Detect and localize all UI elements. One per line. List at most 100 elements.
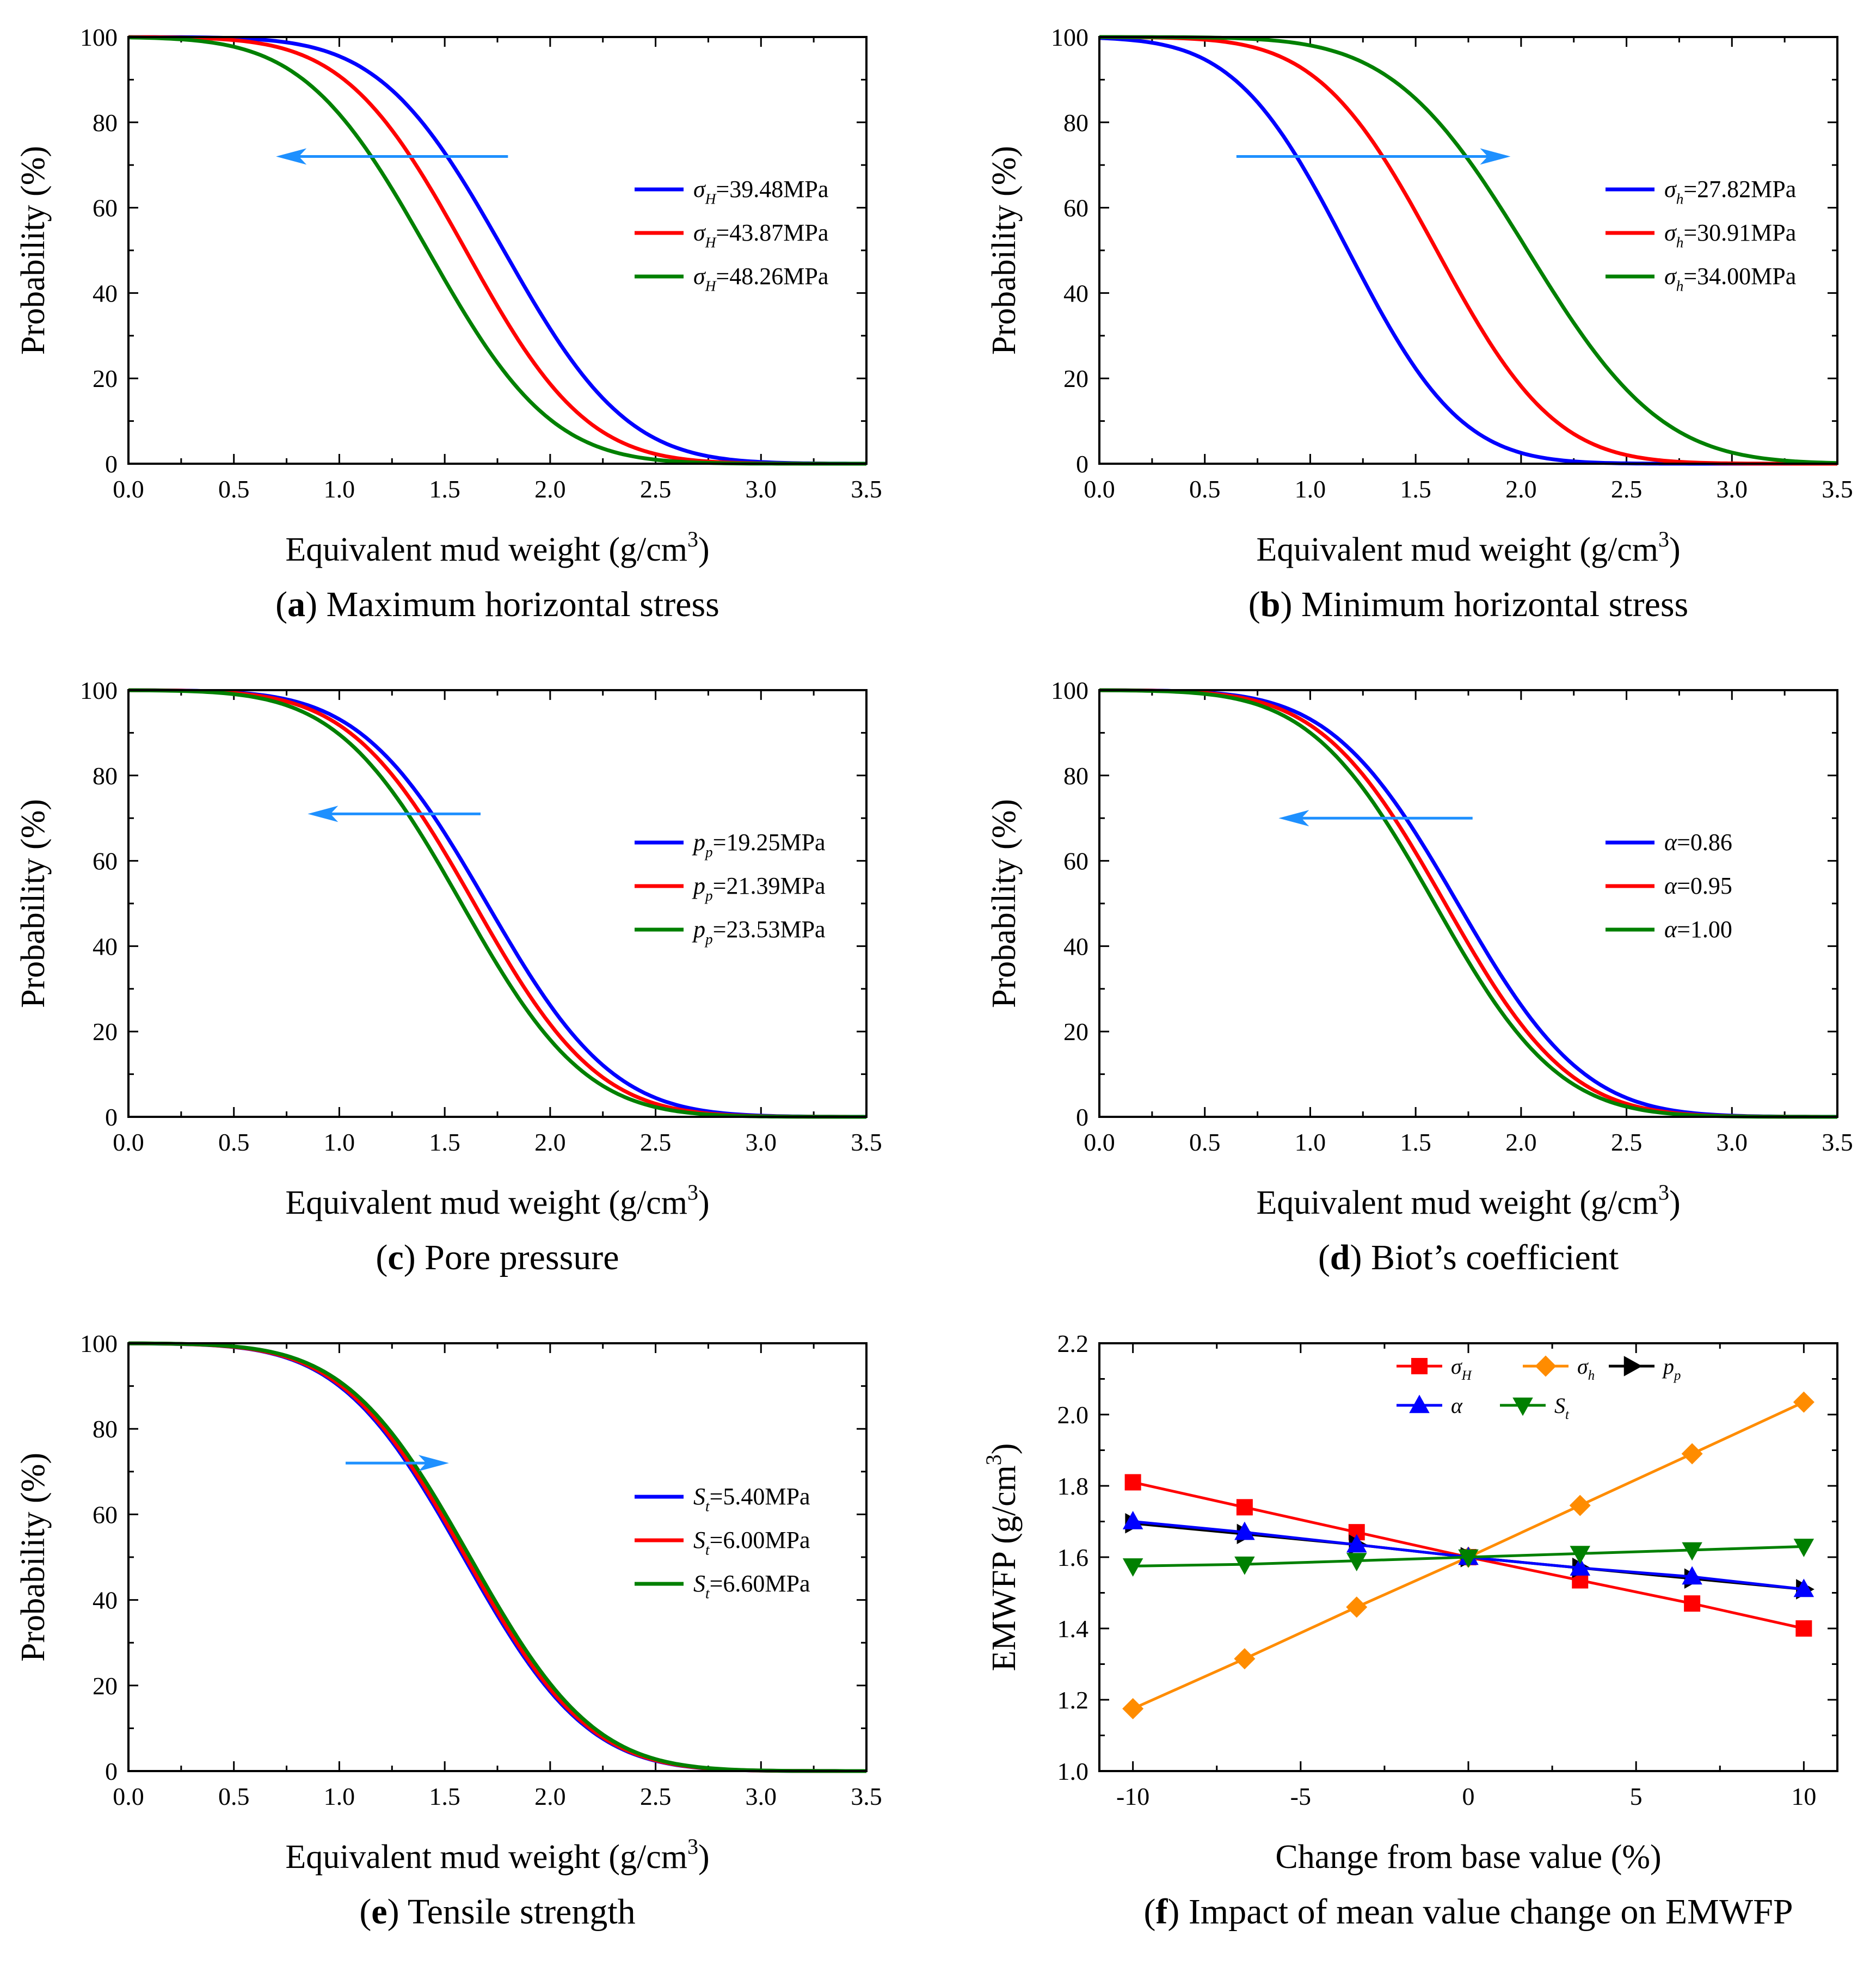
series-line-red [1099,688,1837,1119]
y-tick-label: 20 [93,1672,118,1700]
data-point-blue [1682,1566,1702,1585]
y-tick-label: 40 [1063,279,1088,307]
data-point-blue [1234,1521,1255,1540]
series-line-green [128,35,866,466]
plot-frame [1098,36,1838,465]
panel-d: 0 20 40 60 80 100 0.0 0.5 1.0 1.5 2.0 2.5 3.0 3.5 α=0.… [986,677,1853,1277]
plot-frame [127,36,868,465]
trend-arrow-head [418,1455,449,1472]
x-tick-label: 3.0 [1717,1128,1748,1156]
legend-label: St=5.40MPa [693,1483,810,1514]
x-tick-label: 2.0 [534,1128,566,1156]
y-tick-label: 2.2 [1057,1330,1089,1357]
x-tick-label: -10 [1116,1782,1149,1810]
x-tick-label: 3.5 [851,1128,882,1156]
x-axis-label: Equivalent mud weight (g/cm3) [285,1180,709,1221]
x-tick-label: 2.0 [1505,475,1537,503]
y-axis-label: EMWFP (g/cm3) [981,1443,1023,1671]
legend-label: pp [1662,1354,1681,1383]
x-axis-label: Equivalent mud weight (g/cm3) [1256,1180,1680,1221]
x-tick-label: 0.5 [218,1128,250,1156]
y-tick-label: 2.0 [1057,1401,1089,1429]
x-tick-label: 1.5 [429,1782,460,1810]
panel-caption: (d) Biot’s coefficient [1318,1238,1619,1277]
y-tick-label: 100 [80,23,118,51]
series-line-blue [128,1341,866,1773]
y-tick-label: 80 [1063,762,1088,790]
series-line-blue [1099,688,1837,1119]
x-tick-label: 1.0 [1295,475,1326,503]
x-tick-label: 3.0 [746,475,777,503]
y-tick-label: 80 [93,762,118,790]
panel-caption: (a) Maximum horizontal stress [275,585,719,624]
y-tick-label: 80 [1063,109,1088,137]
legend-label: σh=30.91MPa [1664,219,1796,250]
x-tick-label: -5 [1290,1782,1311,1810]
data-point-orange [1793,1391,1815,1413]
data-point-blue [1570,1557,1590,1576]
panel-a: 0 20 40 60 80 100 0.0 0.5 1.0 1.5 2.0 2.5 3.0 3.5 σH=3… [15,23,882,624]
panel-caption: (f) Impact of mean value change on EMWFP [1143,1892,1793,1932]
x-tick-label: 2.0 [1505,1128,1537,1156]
x-tick-label: 1.0 [324,1782,355,1810]
x-axis-label: Equivalent mud weight (g/cm3) [285,527,709,568]
data-point-green [1570,1546,1590,1564]
x-tick-label: 0.5 [218,475,250,503]
legend-label: σH=39.48MPa [693,176,828,207]
y-tick-label: 20 [1063,365,1088,392]
y-axis-label: Probability (%) [15,146,52,355]
y-tick-label: 0 [105,450,118,478]
data-point-orange [1569,1495,1591,1516]
y-tick-label: 1.4 [1057,1615,1089,1643]
legend-marker-red [1411,1358,1428,1374]
data-point-red [1236,1499,1253,1516]
y-axis-label: Probability (%) [15,1453,52,1662]
x-tick-label: 3.5 [1822,475,1853,503]
x-tick-label: 2.5 [640,1782,672,1810]
x-tick-label: 1.0 [1295,1128,1326,1156]
data-point-red [1795,1620,1812,1637]
y-tick-label: 1.0 [1057,1757,1089,1785]
x-tick-label: 1.5 [429,475,460,503]
x-tick-label: 1.0 [324,1128,355,1156]
panel-caption: (c) Pore pressure [376,1238,619,1277]
x-tick-label: 0.5 [1189,1128,1221,1156]
x-tick-label: 1.0 [324,475,355,503]
x-tick-label: 0.0 [113,1128,144,1156]
legend-label: σh=34.00MPa [1664,263,1796,294]
panel-c: 0 20 40 60 80 100 0.0 0.5 1.0 1.5 2.0 2.5 3.0 3.5 pp=1… [15,677,882,1277]
y-tick-label: 100 [80,677,118,704]
x-tick-label: 0.5 [1189,475,1221,503]
legend-label: σH=43.87MPa [693,219,828,250]
legend-marker-green [1512,1397,1533,1416]
series-line-blue [128,688,866,1119]
x-tick-label: 3.5 [851,1782,882,1810]
data-point-orange [1122,1698,1144,1719]
data-point-blue [1793,1578,1815,1597]
legend-label: α=0.95 [1664,872,1732,899]
series-line-green [128,688,866,1119]
plot-frame [1098,689,1838,1118]
x-tick-label: 2.5 [1611,1128,1643,1156]
y-axis-label: Probability (%) [986,146,1023,355]
legend-label: pp=21.39MPa [692,872,826,903]
x-tick-label: 0.0 [113,475,144,503]
legend-label: St [1554,1393,1570,1422]
y-axis-label: Probability (%) [15,799,52,1008]
x-tick-label: 0.0 [113,1782,144,1810]
y-tick-label: 80 [93,1415,118,1443]
legend-label: St=6.00MPa [693,1527,810,1558]
plot-frame [127,689,868,1118]
data-point-green [1682,1542,1702,1561]
y-tick-label: 40 [93,279,118,307]
y-tick-label: 40 [93,1587,118,1614]
y-tick-label: 1.2 [1057,1686,1089,1714]
legend-label: pp=19.25MPa [692,829,826,860]
y-tick-label: 0 [1076,450,1088,478]
legend-marker-blue [1409,1394,1430,1413]
data-point-blue [1346,1534,1367,1553]
series-line-red [128,35,866,466]
legend-label: σH [1451,1354,1473,1383]
legend-label: σh [1577,1354,1595,1383]
x-tick-label: 0.0 [1084,475,1115,503]
